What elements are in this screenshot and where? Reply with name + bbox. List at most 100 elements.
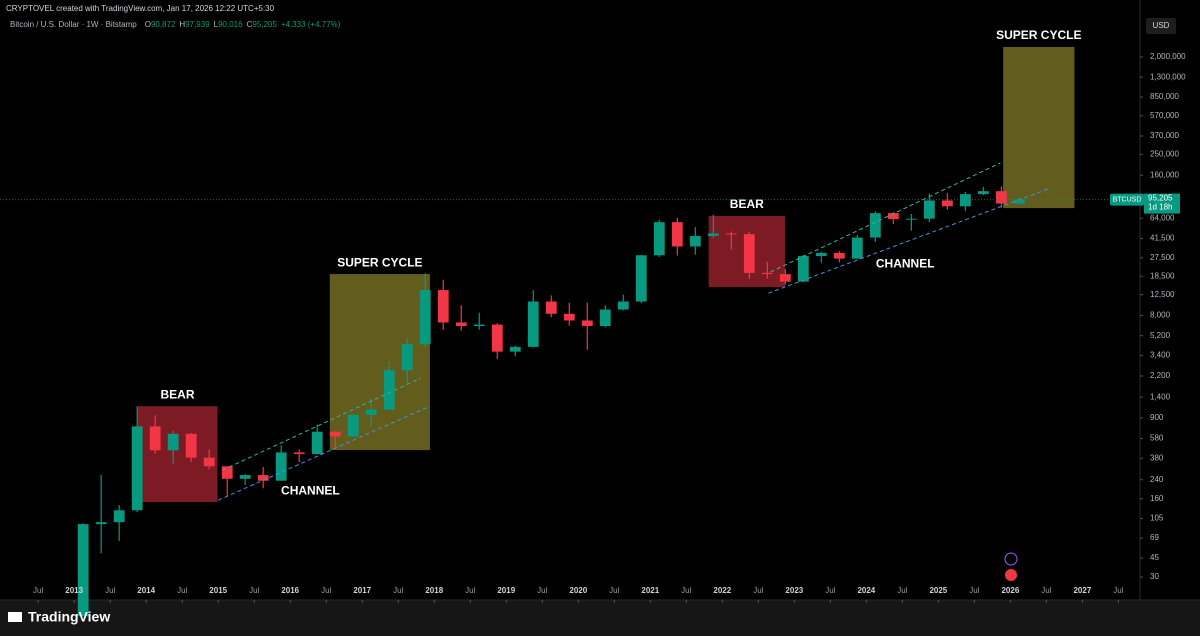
x-tick-label: 2014 xyxy=(137,586,155,595)
candle-body xyxy=(617,301,629,310)
x-tick-label: Jul xyxy=(249,586,259,595)
y-tick-label: 580 xyxy=(1150,434,1164,443)
x-tick-label: 2027 xyxy=(1073,586,1091,595)
candle-body xyxy=(77,524,89,617)
x-tick-label: 2019 xyxy=(497,586,515,595)
y-tick-label: 160,000 xyxy=(1150,170,1179,179)
candle-body xyxy=(383,370,395,410)
candle-body xyxy=(725,233,737,235)
candle-body xyxy=(653,222,665,256)
zone-label: BEAR xyxy=(730,197,764,211)
candle-body xyxy=(869,213,881,238)
plot xyxy=(77,46,1075,617)
icon[interactable] xyxy=(1004,552,1018,566)
y-tick-label: 570,000 xyxy=(1150,111,1179,120)
candle-body xyxy=(959,194,971,207)
candle-body xyxy=(347,414,359,437)
x-tick-label: 2024 xyxy=(857,586,875,595)
x-tick-label: Jul xyxy=(177,586,187,595)
icon[interactable] xyxy=(1005,569,1017,581)
x-tick-label: 2023 xyxy=(785,586,803,595)
zone-box xyxy=(329,274,430,451)
candle-body xyxy=(635,255,647,302)
candle-body xyxy=(581,320,593,327)
y-tick-label: 45 xyxy=(1150,553,1159,562)
candle-body xyxy=(545,301,557,314)
y-tick-label: 2,200 xyxy=(1150,371,1171,380)
x-tick-label: Jul xyxy=(609,586,619,595)
countdown-label: 1d 18h xyxy=(1148,203,1172,212)
y-tick-label: 8,000 xyxy=(1150,311,1171,320)
x-tick-label: 2013 xyxy=(65,586,83,595)
candle-body xyxy=(689,235,701,247)
candle-body xyxy=(1013,199,1025,204)
candle-body xyxy=(149,426,161,451)
x-tick-label: 2022 xyxy=(713,586,731,595)
y-tick-label: 240 xyxy=(1150,475,1164,484)
x-tick-label: Jul xyxy=(105,586,115,595)
ohlc-value: 90,872 xyxy=(151,20,176,29)
candle-body xyxy=(563,313,575,321)
candle-body xyxy=(797,256,809,282)
x-tick-label: Jul xyxy=(1113,586,1123,595)
candle-body xyxy=(509,346,521,352)
y-tick-label: 370,000 xyxy=(1150,131,1179,140)
y-tick-label: 250,000 xyxy=(1150,150,1179,159)
x-tick-label: 2017 xyxy=(353,586,371,595)
x-tick-label: Jul xyxy=(465,586,475,595)
y-tick-label: 41,500 xyxy=(1150,234,1175,243)
candle-body xyxy=(329,431,341,437)
symbol-badge xyxy=(1110,193,1144,206)
x-tick-label: 2021 xyxy=(641,586,659,595)
candle-body xyxy=(815,252,827,257)
x-tick-label: Jul xyxy=(537,586,547,595)
symbol: Bitcoin / U.S. Dollar · 1W · Bitstamp xyxy=(10,20,137,29)
candle-body xyxy=(977,191,989,195)
candle-body xyxy=(203,457,215,467)
x-tick-label: Jul xyxy=(1041,586,1051,595)
candle-body xyxy=(671,222,683,247)
candle-body xyxy=(761,272,773,275)
x-tick-label: 2015 xyxy=(209,586,227,595)
x-tick-label: 2018 xyxy=(425,586,443,595)
candle-body xyxy=(95,522,107,525)
y-tick-label: 3,400 xyxy=(1150,351,1171,360)
candle-body xyxy=(743,234,755,273)
y-tick-label: 18,500 xyxy=(1150,271,1175,280)
channel-label: CHANNEL xyxy=(281,483,340,497)
y-tick-label: 30 xyxy=(1150,572,1159,581)
y-tick-label: 69 xyxy=(1150,533,1159,542)
channel-line xyxy=(770,162,1001,273)
candle-body xyxy=(167,433,179,451)
candle-body xyxy=(833,252,845,259)
zone-label: SUPER CYCLE xyxy=(337,255,422,269)
symbol-label: BTCUSD xyxy=(1113,196,1142,203)
x-tick-label: Jul xyxy=(321,586,331,595)
candle-body xyxy=(599,309,611,327)
candle-body xyxy=(437,290,449,323)
price-label: 95,205 xyxy=(1148,194,1173,203)
currency: USD xyxy=(1153,21,1170,30)
change: +4,333 (+4.77%) xyxy=(281,20,341,29)
x-tick-label: 2026 xyxy=(1001,586,1019,595)
candle-body xyxy=(527,301,539,347)
candle-body xyxy=(239,475,251,479)
candle-body xyxy=(995,191,1007,204)
x-tick-label: 2025 xyxy=(929,586,947,595)
footer-bar xyxy=(0,600,1200,636)
x-tick-label: Jul xyxy=(393,586,403,595)
y-tick-label: 160 xyxy=(1150,494,1164,503)
x-tick-label: 2016 xyxy=(281,586,299,595)
candle-body xyxy=(419,290,431,345)
candle-body xyxy=(887,213,899,220)
candle-body xyxy=(365,409,377,415)
y-tick-label: 380 xyxy=(1150,453,1164,462)
candle-body xyxy=(707,233,719,236)
candle-body xyxy=(293,452,305,455)
ohlc-key: H xyxy=(179,20,185,29)
candle-body xyxy=(257,475,269,481)
ohlc-value: 97,939 xyxy=(185,20,210,29)
x-tick-label: 2020 xyxy=(569,586,587,595)
candle-body xyxy=(779,274,791,282)
